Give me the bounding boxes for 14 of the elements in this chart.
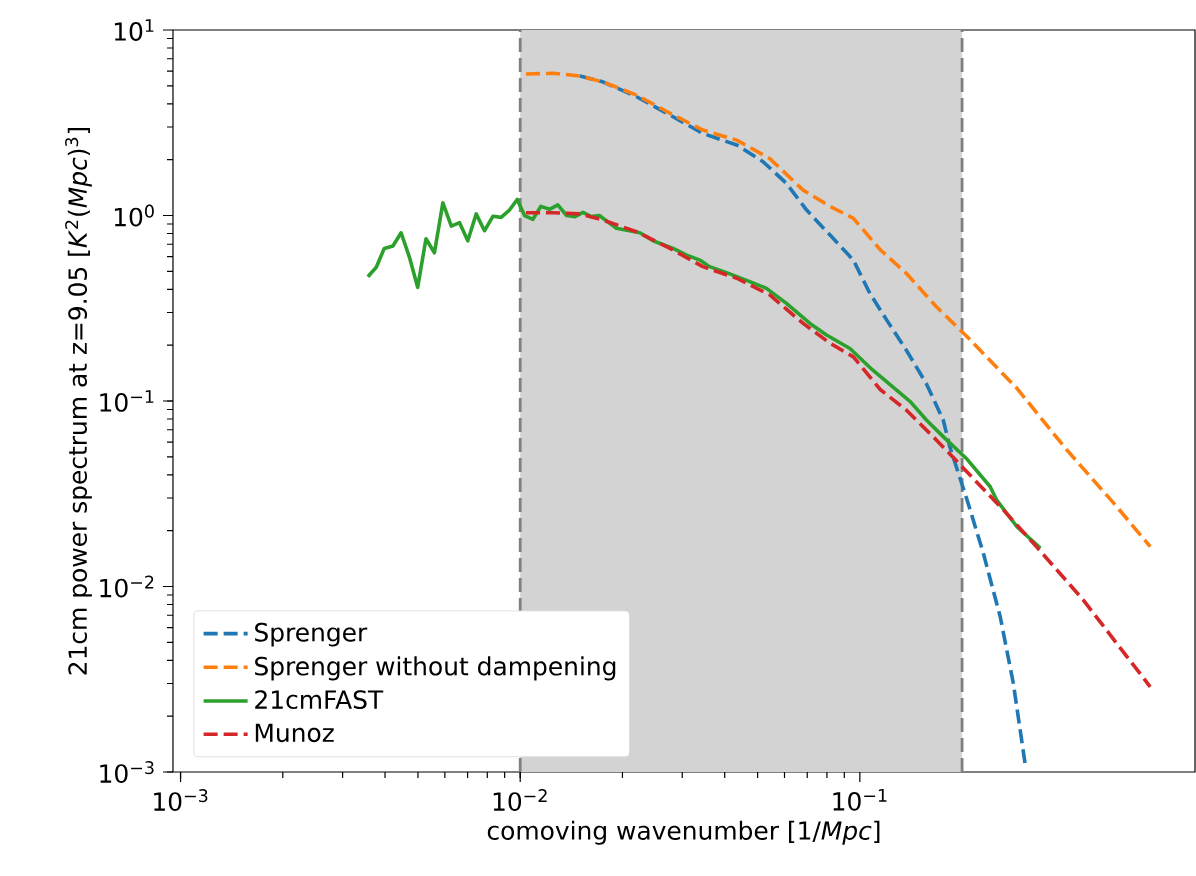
x-tick-label: 10$^{−3}$ [154,789,208,811]
y-tick-label: 10$^{−3}$ [100,761,154,783]
legend-label: Sprenger [255,622,368,647]
y-tick-label: 10$^{1}$ [114,19,154,41]
y-tick-label: 10$^{−1}$ [100,390,154,412]
legend-label: 21cmFAST [255,690,384,710]
x-tick-label: 10$^{−2}$ [493,789,547,811]
x-axis-title: comoving wavenumber [1/Mpc] [487,820,880,845]
x-tick-label: 10$^{−1}$ [833,789,887,811]
legend-label: Sprenger without dampening [255,656,616,681]
y-tick-label: 10$^{0}$ [114,204,154,227]
y-tick-label: 10$^{−2}$ [100,575,154,598]
y-axis-title: 21cm power spectrum at z=9.05 [K$^{2}$(Mpc)$^{3}$] [65,127,92,675]
legend-label: Munoz [255,723,334,743]
